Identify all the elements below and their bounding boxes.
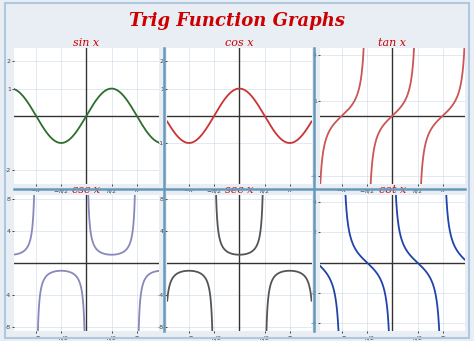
Text: sec x: sec x <box>225 185 254 195</box>
Text: cos x: cos x <box>225 38 254 48</box>
Text: tan x: tan x <box>378 38 406 48</box>
Text: csc x: csc x <box>73 185 100 195</box>
Text: cot x: cot x <box>379 185 406 195</box>
Text: Trig Function Graphs: Trig Function Graphs <box>129 12 345 30</box>
Text: sin x: sin x <box>73 38 100 48</box>
